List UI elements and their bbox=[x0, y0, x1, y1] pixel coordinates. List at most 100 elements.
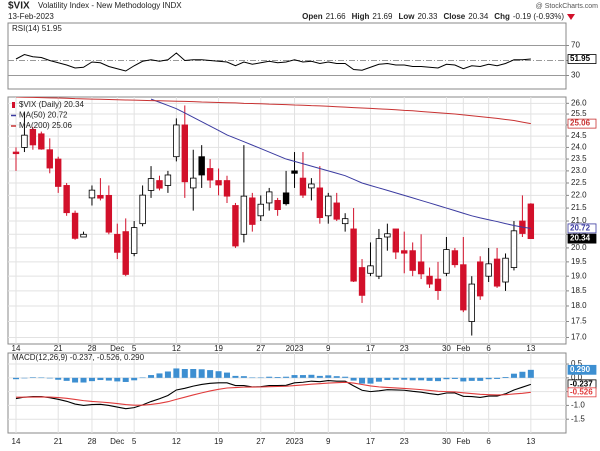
candle-body bbox=[308, 183, 315, 189]
candle-body bbox=[527, 203, 535, 240]
candle-body bbox=[358, 267, 366, 296]
candle-body bbox=[206, 168, 214, 181]
histogram-bar bbox=[468, 377, 475, 381]
security-name: Volatility Index - New Methodology INDX bbox=[38, 1, 182, 10]
histogram-bar bbox=[240, 376, 247, 378]
histogram-bar bbox=[198, 369, 205, 378]
x-tick-label: 6 bbox=[486, 344, 491, 353]
x-tick-label: 14 bbox=[12, 437, 21, 446]
histogram-bar bbox=[527, 369, 534, 378]
histogram-bar bbox=[72, 377, 79, 383]
y-tick-label: 18.5 bbox=[571, 286, 587, 295]
candle-body bbox=[29, 128, 37, 146]
value-box bbox=[567, 118, 597, 129]
y-tick-label: 23.5 bbox=[571, 154, 587, 163]
histogram-bar bbox=[97, 377, 104, 381]
candle-body bbox=[367, 265, 374, 274]
series-line bbox=[15, 380, 532, 410]
candle-body bbox=[485, 263, 492, 277]
symbol: $VIX bbox=[8, 1, 30, 12]
y-tick-label: -1.0 bbox=[571, 401, 585, 410]
legend-label: $VIX (Daily) 20.34 bbox=[19, 100, 84, 109]
y-tick-label: 20.0 bbox=[571, 243, 587, 252]
histogram-bar bbox=[29, 377, 36, 378]
plot-area bbox=[8, 45, 566, 76]
y-tick-label: 0.5 bbox=[571, 359, 583, 368]
candle-body bbox=[502, 257, 509, 283]
quote-label: Chg bbox=[494, 12, 510, 21]
y-tick-label: 26.0 bbox=[571, 98, 587, 107]
y-tick-label: -1.5 bbox=[571, 414, 585, 423]
y-tick-label: 19.5 bbox=[571, 257, 587, 266]
y-tick-label: 30 bbox=[571, 71, 580, 80]
histogram-bar bbox=[375, 377, 382, 382]
candle-body bbox=[12, 151, 20, 155]
y-tick-label: 70 bbox=[571, 41, 580, 50]
candle-body bbox=[114, 233, 121, 253]
legend-label: MACD(12,26,9) -0.237, -0.526, 0.290 bbox=[12, 353, 145, 362]
candle-body bbox=[139, 194, 146, 225]
candle-body bbox=[299, 177, 307, 196]
histogram-bar bbox=[409, 377, 416, 381]
x-tick-label: 19 bbox=[214, 344, 223, 353]
candle-body bbox=[156, 180, 163, 189]
value-box bbox=[567, 223, 597, 234]
candle-body bbox=[46, 149, 53, 169]
histogram-bar bbox=[249, 377, 256, 379]
quote-label: Low bbox=[398, 12, 415, 21]
candle-body bbox=[409, 250, 416, 271]
histogram-bar bbox=[316, 375, 323, 378]
candle-body bbox=[316, 187, 324, 219]
candle-body bbox=[274, 200, 281, 210]
candle-body bbox=[198, 156, 205, 176]
quote: Open 21.66 High 21.69 Low 20.33 Close 20.34 Chg -… bbox=[302, 12, 564, 21]
down-arrow bbox=[567, 14, 575, 20]
x-tick-label: 30 bbox=[442, 437, 451, 446]
histogram-bar bbox=[207, 370, 214, 378]
candle-body bbox=[417, 261, 425, 275]
quote-value: 21.69 bbox=[372, 12, 393, 21]
y-tick-label: 22.0 bbox=[571, 190, 587, 199]
y-tick-label: 25.5 bbox=[571, 109, 587, 118]
candle-body bbox=[384, 233, 391, 238]
candle-body bbox=[240, 195, 248, 235]
series-line bbox=[15, 52, 531, 72]
candle-body bbox=[434, 278, 442, 291]
candle-body bbox=[21, 134, 28, 148]
candle-body bbox=[333, 202, 340, 220]
x-tick-label: 13 bbox=[526, 344, 535, 353]
value-box-label: -0.526 bbox=[570, 387, 593, 396]
x-tick-label: 19 bbox=[214, 437, 223, 446]
histogram-bar bbox=[13, 377, 19, 380]
value-box bbox=[567, 54, 597, 64]
series-line bbox=[150, 98, 531, 229]
series-line bbox=[16, 381, 531, 406]
y-tick-label: 18.0 bbox=[571, 301, 587, 310]
y-tick-label: 21.0 bbox=[571, 216, 587, 225]
quote-value: 20.33 bbox=[417, 12, 438, 21]
price-panel bbox=[7, 96, 567, 345]
candle-body bbox=[291, 170, 298, 174]
candle-body bbox=[510, 230, 518, 268]
x-tick-label: 21 bbox=[54, 437, 63, 446]
histogram-bar bbox=[477, 377, 484, 381]
x-tick-label: Feb bbox=[456, 437, 470, 446]
plot-area bbox=[8, 353, 566, 433]
candle-body bbox=[476, 261, 484, 297]
histogram-bar bbox=[181, 369, 188, 378]
value-box bbox=[567, 233, 597, 244]
candle-body bbox=[147, 178, 155, 191]
x-tick-label: 2023 bbox=[286, 344, 304, 353]
candle-body bbox=[401, 250, 408, 254]
x-tick-label: Feb bbox=[456, 344, 470, 353]
value-box bbox=[567, 387, 597, 398]
histogram-bar bbox=[519, 371, 526, 378]
x-tick-label: 9 bbox=[326, 437, 331, 446]
candle-body bbox=[232, 205, 239, 247]
histogram-bar bbox=[435, 377, 441, 382]
candle-body bbox=[350, 228, 357, 282]
histogram-bar bbox=[164, 371, 171, 378]
histogram-bar bbox=[274, 377, 281, 378]
candle-body bbox=[97, 194, 104, 199]
y-tick-label: 24.5 bbox=[571, 131, 587, 140]
